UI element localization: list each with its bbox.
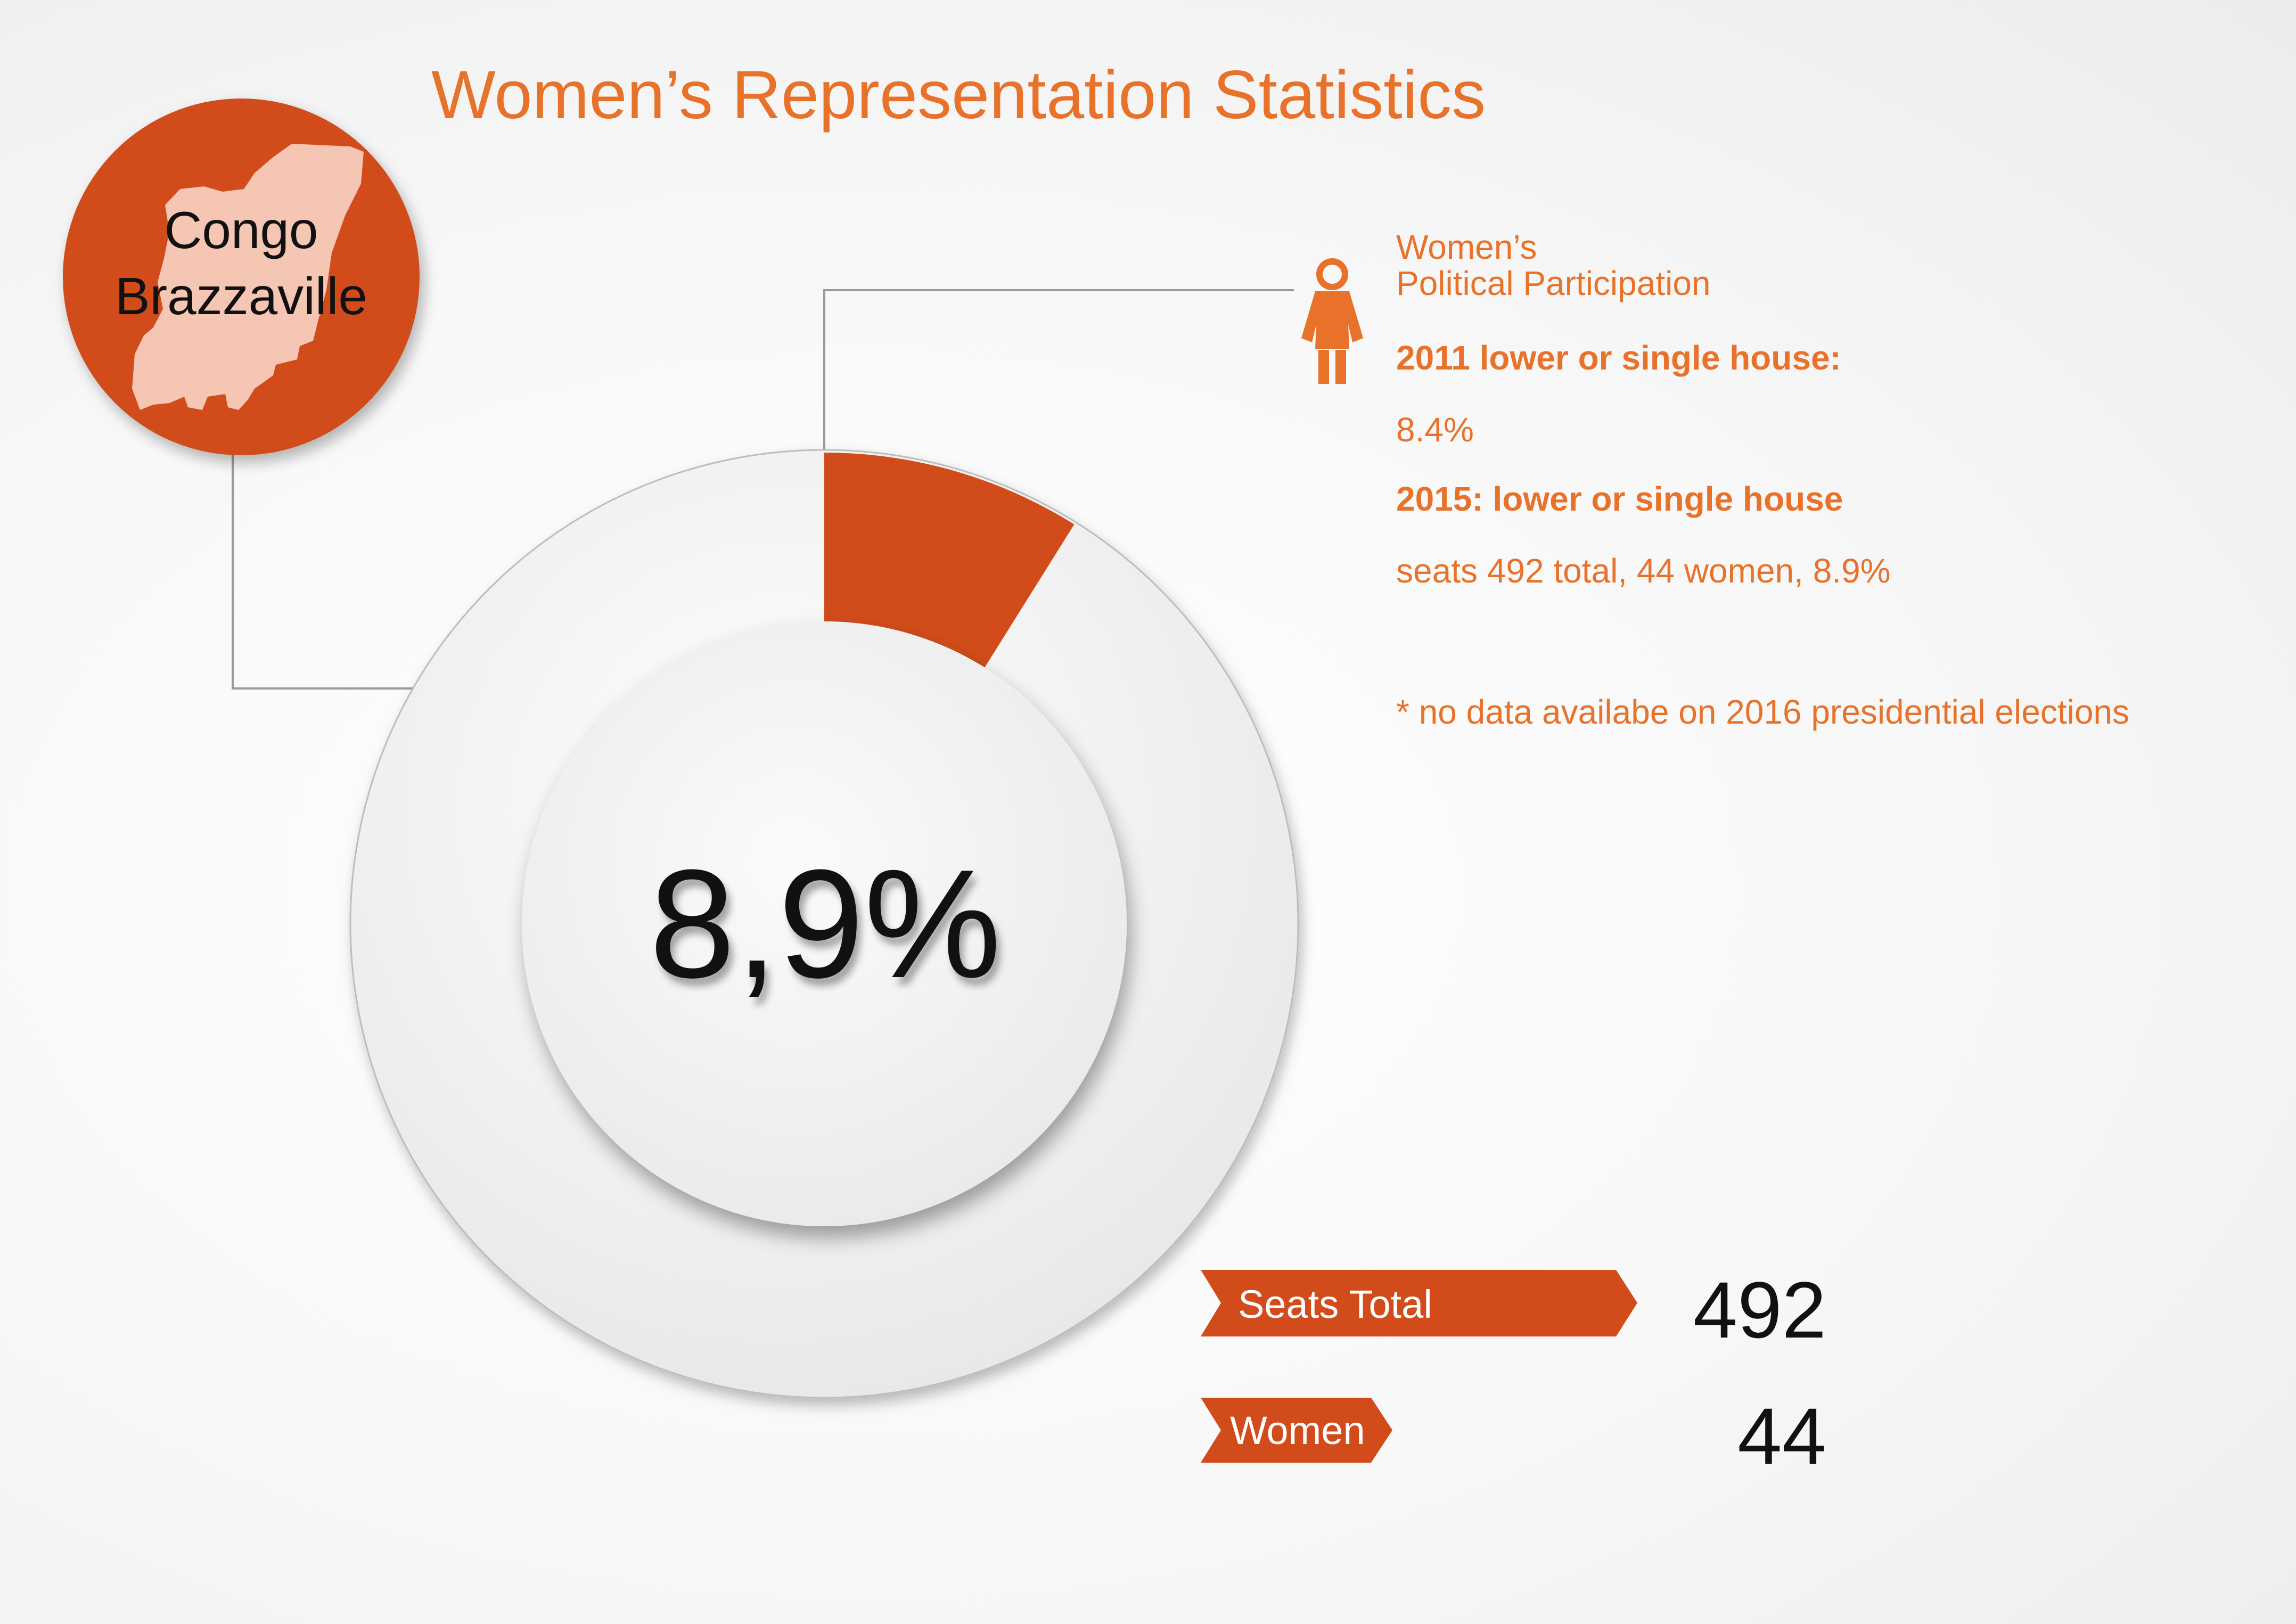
- seats-total-label: Seats Total: [1238, 1282, 1432, 1326]
- year-2015-label: 2015: lower or single house: [1396, 480, 1843, 518]
- country-badge: Congo Brazzaville: [63, 99, 420, 455]
- country-name-line2: Brazzaville: [115, 267, 367, 325]
- congo-map-icon: [132, 144, 364, 410]
- participation-panel: Women’s Political Participation 2011 low…: [1301, 228, 2269, 731]
- presidential-note: * no data availabe on 2016 presidential …: [1396, 693, 2129, 731]
- donut-center-value: 8,9%: [649, 838, 1002, 1010]
- page-title: Women’s Representation Statistics: [431, 57, 1486, 133]
- women-value: 44: [1737, 1391, 1826, 1481]
- info-connector-line: [823, 289, 1294, 455]
- country-name-line1: Congo: [164, 201, 318, 259]
- woman-icon: [1301, 258, 1363, 384]
- country-name: Congo Brazzaville: [63, 197, 420, 329]
- year-2011-label: 2011 lower or single house:: [1396, 339, 1841, 377]
- participation-heading-line1: Women’s: [1396, 228, 1537, 266]
- women-label: Women: [1230, 1408, 1365, 1453]
- seats-total-banner: [1201, 1270, 1637, 1336]
- participation-heading-line2: Political Participation: [1396, 264, 1711, 302]
- women-banner: [1201, 1398, 1392, 1463]
- year-2011-value: 8.4%: [1396, 411, 1474, 449]
- badge-connector-line: [232, 453, 416, 690]
- donut-inner-disc: [522, 621, 1127, 1226]
- seats-total-value: 492: [1693, 1265, 1826, 1355]
- year-2015-value: seats 492 total, 44 women, 8.9%: [1396, 552, 1891, 590]
